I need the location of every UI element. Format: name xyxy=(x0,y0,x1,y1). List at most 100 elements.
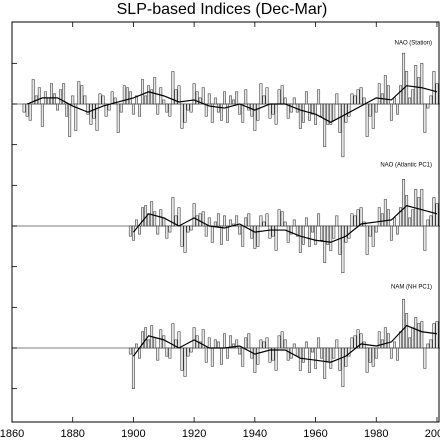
bar xyxy=(162,217,166,227)
bar xyxy=(335,215,339,227)
bar xyxy=(326,347,330,363)
bar xyxy=(247,333,251,349)
bar xyxy=(277,89,281,105)
bar xyxy=(292,343,296,349)
bar xyxy=(153,77,157,105)
bar xyxy=(162,99,166,105)
bar xyxy=(389,347,393,359)
bar xyxy=(141,79,144,105)
bar xyxy=(280,331,284,349)
bar xyxy=(171,197,175,227)
bar xyxy=(423,225,427,251)
bar xyxy=(371,225,375,247)
bar xyxy=(423,103,427,133)
bar xyxy=(393,217,396,227)
bar xyxy=(262,221,266,227)
bar xyxy=(226,347,229,359)
bar xyxy=(432,197,436,227)
bar xyxy=(86,103,90,115)
bar xyxy=(341,103,345,158)
bar xyxy=(168,347,172,359)
bar xyxy=(332,225,336,239)
bar xyxy=(365,347,369,373)
bar xyxy=(420,63,424,105)
bar xyxy=(317,89,321,105)
bar xyxy=(62,83,66,105)
bar xyxy=(259,339,263,349)
bar xyxy=(335,93,339,105)
bar xyxy=(344,225,348,243)
bar xyxy=(304,91,308,105)
panel-label: NAO (Atlantic PC1) xyxy=(380,163,432,169)
bar xyxy=(119,103,123,113)
bar xyxy=(46,97,50,105)
bar xyxy=(253,103,257,131)
bar xyxy=(113,97,117,105)
bar xyxy=(383,199,387,227)
x-tick-label: 1880 xyxy=(60,428,84,440)
bar xyxy=(383,75,387,105)
bar xyxy=(426,219,430,227)
bar xyxy=(356,329,360,349)
bar xyxy=(389,103,393,121)
bar xyxy=(219,225,223,245)
bar xyxy=(435,203,439,227)
bar xyxy=(356,89,360,105)
bar xyxy=(83,95,87,105)
bar xyxy=(256,103,260,121)
bar xyxy=(22,103,26,113)
bar xyxy=(104,103,108,117)
bar xyxy=(128,347,132,355)
bar xyxy=(332,103,336,121)
bar xyxy=(408,337,412,349)
bar xyxy=(183,347,187,377)
bar xyxy=(165,103,169,113)
bar xyxy=(25,103,29,117)
bar xyxy=(219,347,223,365)
bar xyxy=(399,207,403,227)
bar xyxy=(256,225,260,247)
bar xyxy=(432,323,436,349)
bar xyxy=(332,347,336,359)
bar xyxy=(368,103,372,117)
bar xyxy=(429,95,433,105)
bar xyxy=(408,217,412,227)
x-tick-label: 2000 xyxy=(425,428,440,440)
bar xyxy=(271,103,275,115)
bar xyxy=(40,103,44,127)
bar xyxy=(405,71,409,105)
bar xyxy=(347,103,351,117)
bar xyxy=(241,225,245,247)
bar xyxy=(195,91,199,105)
bar xyxy=(186,347,190,357)
bar xyxy=(177,331,181,349)
bar xyxy=(216,341,220,349)
bar xyxy=(232,343,236,349)
bar xyxy=(116,103,120,133)
bar xyxy=(165,347,169,357)
bar xyxy=(414,317,418,349)
bar xyxy=(244,217,248,227)
bar xyxy=(371,103,375,129)
bar xyxy=(238,103,242,115)
bar xyxy=(408,97,412,105)
bar xyxy=(353,215,357,227)
bar xyxy=(235,91,239,105)
bar xyxy=(323,103,327,147)
bar xyxy=(283,221,287,227)
bar xyxy=(229,219,233,227)
bar xyxy=(204,103,208,117)
bar xyxy=(134,343,138,349)
bar xyxy=(289,103,293,113)
bar xyxy=(180,225,184,247)
bar xyxy=(314,347,318,369)
bar xyxy=(101,95,105,105)
bar xyxy=(235,215,239,227)
bar xyxy=(165,225,169,239)
bar xyxy=(411,327,415,349)
bar xyxy=(377,331,381,349)
bar xyxy=(335,339,339,349)
bar xyxy=(180,347,184,371)
bar xyxy=(371,347,375,367)
